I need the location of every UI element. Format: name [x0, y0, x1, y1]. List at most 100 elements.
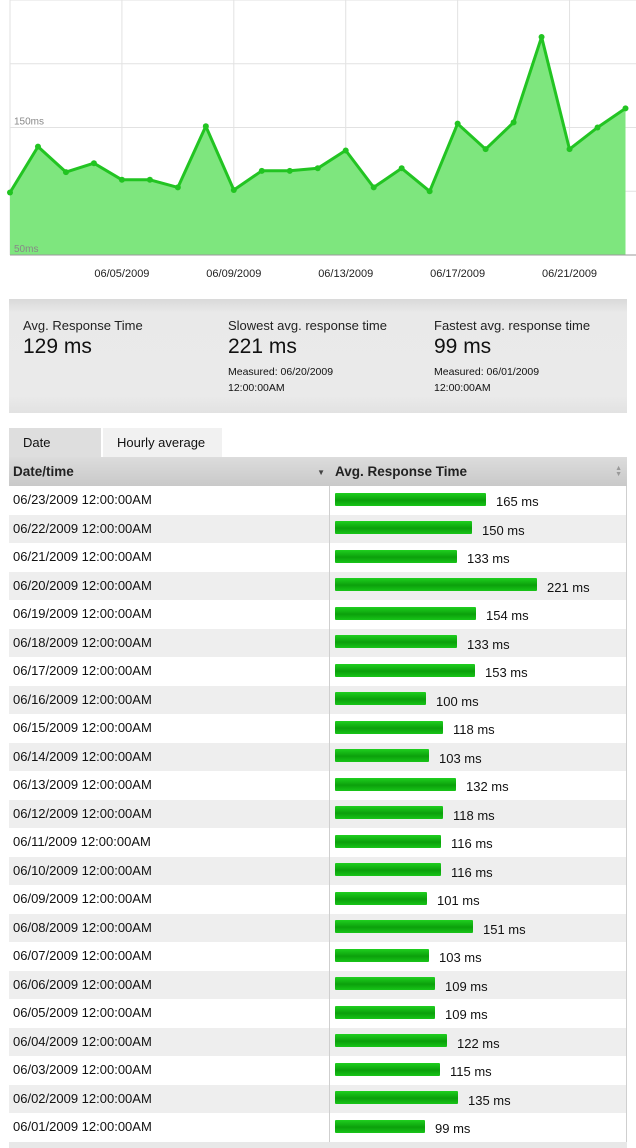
table-row[interactable]: 06/21/2009 12:00:00AM 133 ms: [9, 543, 627, 572]
chart-point: [426, 188, 433, 195]
chart-points: [7, 33, 629, 196]
row-date: 06/22/2009 12:00:00AM: [9, 514, 330, 543]
table-row[interactable]: 06/22/2009 12:00:00AM 150 ms: [9, 514, 627, 543]
response-bar: [335, 863, 441, 877]
table-row[interactable]: 06/01/2009 12:00:00AM 99 ms: [9, 1113, 627, 1142]
row-avg-cell: 122 ms: [330, 1027, 627, 1056]
row-date: 06/03/2009 12:00:00AM: [9, 1056, 330, 1085]
table-row[interactable]: 06/14/2009 12:00:00AM 103 ms: [9, 742, 627, 771]
chart-point: [174, 184, 181, 191]
x-tick-label: 06/05/2009: [94, 268, 149, 280]
table-row[interactable]: 06/18/2009 12:00:00AM 133 ms: [9, 628, 627, 657]
row-avg-value: 154 ms: [486, 608, 529, 624]
row-avg-value: 122 ms: [457, 1035, 500, 1051]
row-avg-value: 150 ms: [482, 522, 525, 538]
row-avg-cell: 135 ms: [330, 1084, 627, 1113]
table-row[interactable]: 06/04/2009 12:00:00AM 122 ms: [9, 1027, 627, 1056]
avg-response-value: 129 ms: [23, 335, 92, 358]
row-avg-value: 133 ms: [467, 551, 510, 567]
row-avg-value: 116 ms: [451, 836, 493, 852]
column-header-date[interactable]: Date/time ▼: [9, 457, 330, 486]
row-avg-value: 165 ms: [496, 494, 539, 510]
table-row[interactable]: 06/16/2009 12:00:00AM 100 ms: [9, 685, 627, 714]
table-row[interactable]: 06/12/2009 12:00:00AM 118 ms: [9, 799, 627, 828]
sort-both-icon: ▲ ▼: [615, 465, 622, 478]
row-avg-value: 221 ms: [547, 579, 590, 595]
row-avg-cell: 99 ms: [330, 1113, 627, 1142]
fastest-measured-date: Measured: 06/01/2009 12:00:00AM: [434, 366, 540, 394]
slowest-response-value: 221 ms: [228, 335, 297, 358]
row-date: 06/20/2009 12:00:00AM: [9, 571, 330, 600]
chart-x-ticks: 06/05/2009 06/09/2009 06/13/2009 06/17/2009…: [94, 268, 597, 280]
response-time-table: Date/time ▼ Avg. Response Time ▲ ▼ 06/23/…: [9, 457, 627, 1148]
fastest-response-stat: Fastest avg. response time 99 ms Measure…: [434, 318, 634, 396]
row-date: 06/18/2009 12:00:00AM: [9, 628, 330, 657]
chart-point: [342, 147, 349, 154]
chart-point: [314, 165, 321, 172]
row-avg-cell: 103 ms: [330, 742, 627, 771]
row-date: 06/16/2009 12:00:00AM: [9, 685, 330, 714]
row-date: 06/07/2009 12:00:00AM: [9, 942, 330, 971]
row-avg-value: 99 ms: [435, 1121, 471, 1137]
table-row[interactable]: 06/05/2009 12:00:00AM 109 ms: [9, 999, 627, 1028]
x-tick-label: 06/13/2009: [318, 268, 373, 280]
row-date: 06/23/2009 12:00:00AM: [9, 486, 330, 515]
row-avg-cell: 109 ms: [330, 970, 627, 999]
tab-hourly-average[interactable]: Hourly average: [103, 428, 222, 457]
table-row[interactable]: 06/19/2009 12:00:00AM 154 ms: [9, 600, 627, 629]
table-row[interactable]: 06/13/2009 12:00:00AM 132 ms: [9, 771, 627, 800]
table-row[interactable]: 06/23/2009 12:00:00AM 165 ms: [9, 486, 627, 515]
table-row[interactable]: 06/02/2009 12:00:00AM 135 ms: [9, 1084, 627, 1113]
table-row[interactable]: 06/10/2009 12:00:00AM 116 ms: [9, 856, 627, 885]
row-avg-value: 133 ms: [467, 636, 510, 652]
table-body: 06/23/2009 12:00:00AM 165 ms 06/22/2009 12…: [9, 486, 627, 1142]
chart-point: [230, 186, 237, 193]
chart-y-ticks: 150ms 50ms: [14, 117, 44, 256]
response-time-chart: 06/05/2009 06/09/2009 06/13/2009 06/17/2009…: [7, 0, 636, 280]
response-bar: [335, 1091, 458, 1105]
column-header-date-label: Date/time: [13, 464, 74, 479]
row-avg-cell: 133 ms: [330, 543, 627, 572]
response-bar: [335, 1034, 447, 1048]
chart-point: [258, 167, 265, 174]
row-avg-value: 109 ms: [445, 978, 488, 994]
x-tick-label: 06/09/2009: [206, 268, 261, 280]
response-bar: [335, 578, 537, 592]
table-row[interactable]: 06/11/2009 12:00:00AM 116 ms: [9, 828, 627, 857]
row-date: 06/17/2009 12:00:00AM: [9, 657, 330, 686]
row-avg-cell: 118 ms: [330, 799, 627, 828]
table-row[interactable]: 06/20/2009 12:00:00AM 221 ms: [9, 571, 627, 600]
avg-response-stat: Avg. Response Time 129 ms: [23, 318, 223, 360]
row-avg-value: 115 ms: [450, 1064, 492, 1080]
tab-date-range[interactable]: Date range: [9, 428, 101, 479]
table-row[interactable]: 06/15/2009 12:00:00AM 118 ms: [9, 714, 627, 743]
row-date: 06/05/2009 12:00:00AM: [9, 999, 330, 1028]
row-avg-value: 116 ms: [451, 864, 493, 880]
slowest-response-title: Slowest avg. response time: [228, 318, 387, 333]
row-avg-value: 132 ms: [466, 779, 509, 795]
table-row[interactable]: 06/06/2009 12:00:00AM 109 ms: [9, 970, 627, 999]
row-date: 06/19/2009 12:00:00AM: [9, 600, 330, 629]
table-row[interactable]: 06/03/2009 12:00:00AM 115 ms: [9, 1056, 627, 1085]
response-bar: [335, 948, 429, 962]
fastest-response-value: 99 ms: [434, 335, 492, 358]
column-header-avg[interactable]: Avg. Response Time ▲ ▼: [330, 457, 627, 486]
row-date: 06/21/2009 12:00:00AM: [9, 543, 330, 572]
row-avg-cell: 109 ms: [330, 999, 627, 1028]
row-avg-value: 118 ms: [453, 807, 495, 823]
table-row[interactable]: 06/09/2009 12:00:00AM 101 ms: [9, 885, 627, 914]
table-row[interactable]: 06/08/2009 12:00:00AM 151 ms: [9, 913, 627, 942]
chart-point: [7, 189, 13, 196]
sort-desc-icon: ▼: [317, 468, 325, 477]
x-tick-label: 06/21/2009: [542, 268, 597, 280]
row-date: 06/12/2009 12:00:00AM: [9, 799, 330, 828]
response-bar: [335, 1119, 425, 1133]
row-avg-value: 151 ms: [483, 921, 526, 937]
table-row[interactable]: 06/07/2009 12:00:00AM 103 ms: [9, 942, 627, 971]
table-row[interactable]: 06/17/2009 12:00:00AM 153 ms: [9, 657, 627, 686]
chart-point: [538, 33, 545, 40]
row-date: 06/11/2009 12:00:00AM: [9, 828, 330, 857]
chart-point: [286, 167, 293, 174]
chart-point: [398, 165, 405, 172]
row-date: 06/02/2009 12:00:00AM: [9, 1084, 330, 1113]
